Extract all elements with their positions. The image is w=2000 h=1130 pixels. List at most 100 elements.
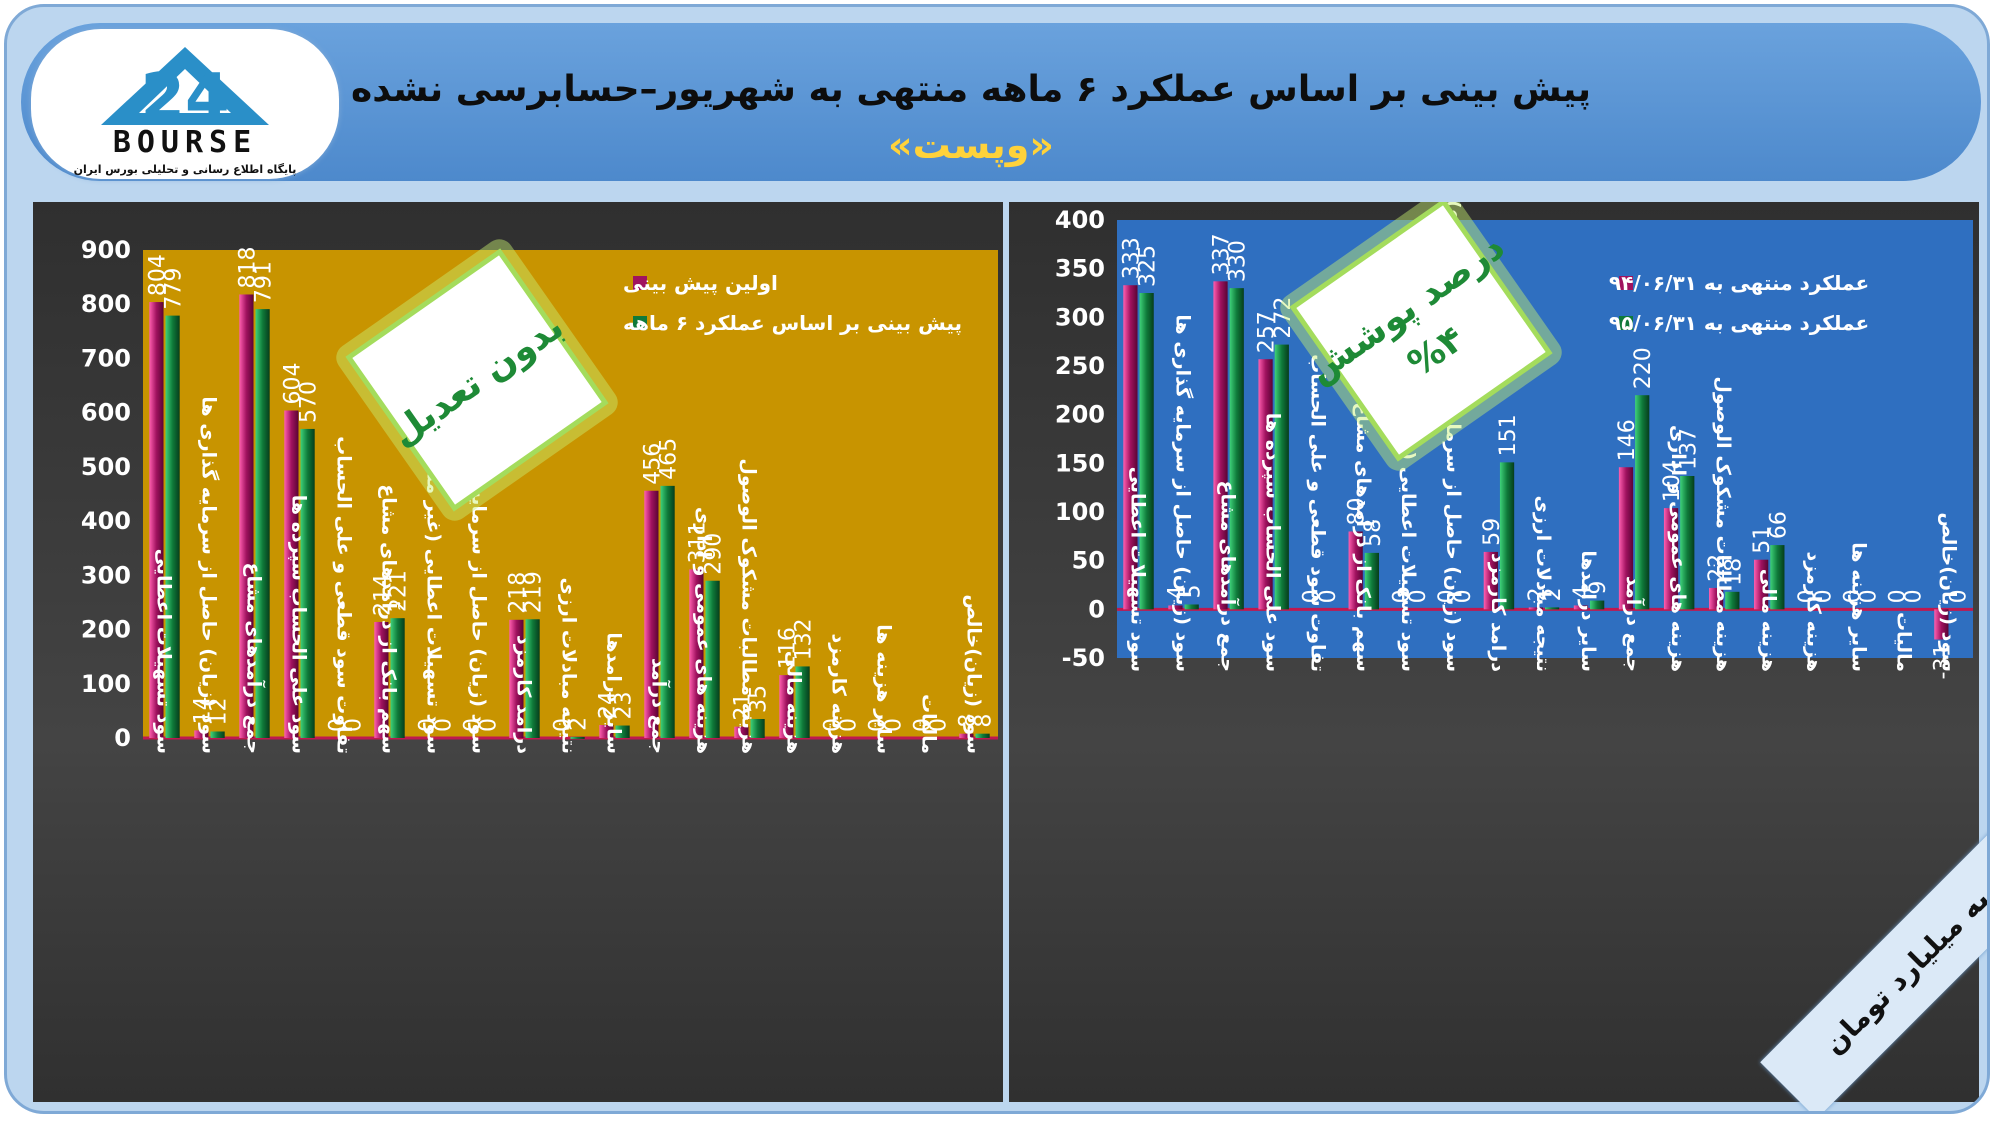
data-label: 80 bbox=[1345, 497, 1370, 525]
data-label: 0 bbox=[550, 718, 575, 732]
legend-swatch bbox=[633, 276, 647, 290]
bar-series-2 bbox=[1770, 545, 1785, 610]
data-label: 0 bbox=[927, 718, 952, 732]
category-label: سایر درامدها bbox=[603, 632, 625, 754]
bar-series-1 bbox=[734, 726, 749, 738]
badge: درصد پوشش%۴ bbox=[1280, 189, 1562, 471]
bar-series-2 bbox=[975, 733, 990, 738]
bar-series-1 bbox=[1348, 531, 1363, 610]
y-tick-label: 500 bbox=[81, 453, 131, 481]
logo-number: 24 bbox=[140, 61, 229, 129]
data-label: 116 bbox=[775, 627, 800, 669]
bar-series-1 bbox=[284, 410, 299, 738]
badge: بدون تعدیل bbox=[336, 239, 618, 521]
data-label: 8 bbox=[972, 714, 997, 728]
bar-series-2 bbox=[300, 428, 315, 738]
data-label: 218 bbox=[505, 572, 530, 614]
category-label: سهم بانک از درآمدهای مشاع bbox=[1352, 402, 1376, 672]
y-tick-label: 700 bbox=[81, 344, 131, 372]
data-label: 0 bbox=[882, 718, 907, 732]
bar-series-2 bbox=[390, 618, 405, 738]
data-label: 4 bbox=[1164, 585, 1189, 599]
category-label: تفاوت سود قطعی و علی الحساب bbox=[333, 436, 355, 754]
legend-entry: اولین پیش بینی bbox=[623, 271, 778, 296]
category-label: هزینه مطالبات مشکوک الوصول bbox=[738, 458, 760, 754]
y-tick-label: 200 bbox=[1055, 401, 1105, 429]
bar-series-2 bbox=[1680, 475, 1695, 610]
bar-series-2 bbox=[1545, 607, 1560, 610]
bar-series-2 bbox=[705, 580, 720, 738]
bar-series-2 bbox=[1274, 344, 1289, 610]
bar-series-1 bbox=[1754, 559, 1769, 610]
data-label: 311 bbox=[685, 521, 710, 563]
data-label: 0 bbox=[1856, 589, 1881, 603]
y-tick-label: 0 bbox=[114, 724, 131, 752]
data-label: 0 bbox=[1811, 589, 1836, 603]
bar-series-2 bbox=[615, 725, 630, 738]
data-label: 0 bbox=[325, 718, 350, 732]
data-label: 0 bbox=[1840, 589, 1865, 603]
data-label: 0 bbox=[1885, 589, 1910, 603]
legend-entry: عملکرد منتهی به ۹۴/۰۶/۳۱ bbox=[1609, 271, 1869, 295]
data-label: 0 bbox=[1795, 589, 1820, 603]
category-label: مالیات bbox=[1892, 612, 1914, 672]
data-label: 151 bbox=[1496, 414, 1521, 456]
bar-series-2 bbox=[795, 666, 810, 738]
category-label: سود تسهیلات اعطایی (غیر مشاع) bbox=[423, 434, 445, 754]
category-label: درامد کارمزد bbox=[513, 635, 535, 754]
bar-series-2 bbox=[1139, 293, 1154, 610]
data-label: 0 bbox=[1406, 589, 1431, 603]
bar-series-1 bbox=[644, 490, 659, 738]
category-label: هزینه مطالبات مشکوک الوصول bbox=[1712, 376, 1734, 672]
bar-series-2 bbox=[1229, 288, 1244, 610]
category-label: سود علی الحساب سپرده ها bbox=[288, 495, 310, 754]
y-tick-label: 400 bbox=[1055, 206, 1105, 234]
bar-series-2 bbox=[1499, 462, 1515, 610]
data-label: 0 bbox=[460, 718, 485, 732]
data-label: 220 bbox=[1631, 347, 1656, 389]
category-label: جمع درآمدهای مشاع bbox=[1217, 480, 1241, 672]
data-label: 2 bbox=[1525, 587, 1550, 601]
bar-series-2 bbox=[1590, 600, 1605, 610]
bar-series-1 bbox=[509, 619, 524, 738]
data-label: 0 bbox=[865, 718, 890, 732]
data-label: 0 bbox=[820, 718, 845, 732]
data-label: 290 bbox=[702, 533, 727, 575]
data-label: 272 bbox=[1271, 297, 1296, 339]
bar-series-1 bbox=[779, 675, 794, 738]
y-tick-label: 200 bbox=[81, 616, 131, 644]
data-label: 35 bbox=[747, 685, 772, 713]
legend-swatch bbox=[1619, 316, 1633, 330]
category-label: جمع درآمدهای مشاع bbox=[243, 562, 267, 754]
bar-series-1 bbox=[1168, 605, 1183, 610]
y-tick-label: 900 bbox=[81, 236, 131, 264]
bar-series-2 bbox=[255, 309, 270, 738]
category-label: تفاوت سود قطعی و علی الحساب bbox=[1307, 354, 1329, 672]
category-label: هزینه های عمومی و اداری bbox=[693, 507, 715, 754]
data-label: 0 bbox=[415, 718, 440, 732]
data-label: 22 bbox=[1705, 554, 1730, 582]
data-label: 8 bbox=[955, 714, 980, 728]
category-label: سایر هزینه ها bbox=[873, 624, 895, 754]
company-name: «وپست» bbox=[888, 123, 1054, 167]
bar-series-2 bbox=[1184, 604, 1199, 610]
category-label: سود (زیان) حاصل از سرمایه گذاری ها bbox=[198, 396, 221, 754]
bar-series-2 bbox=[660, 485, 675, 738]
data-label: 137 bbox=[1676, 428, 1701, 470]
bar-series-1 bbox=[1618, 467, 1634, 610]
category-label: سهم بانک از درآمدهای مشاع bbox=[378, 484, 402, 754]
legend-entry: عملکرد منتهی به ۹۵/۰۶/۳۱ bbox=[1609, 311, 1869, 335]
category-label: نتیجه مبادلات ارزی bbox=[558, 577, 580, 754]
data-label: 0 bbox=[477, 718, 502, 732]
category-label: سود تسهیلات اعطایی bbox=[153, 549, 175, 754]
chart-right-panel: -50 0 50 100 150 200 250 300 350 400 333 325 سود تسه… bbox=[1009, 189, 1979, 1102]
bar-series-1 bbox=[1708, 587, 1724, 610]
data-label: 58 bbox=[1361, 519, 1386, 547]
bar-series-1 bbox=[1663, 508, 1679, 610]
category-label: درامد کارمزد bbox=[1487, 553, 1509, 672]
bar-series-1 bbox=[689, 569, 704, 738]
data-label: 132 bbox=[792, 618, 817, 660]
bar-series-1 bbox=[1528, 607, 1543, 610]
data-label: 0 bbox=[342, 718, 367, 732]
bar-series-1 bbox=[239, 294, 254, 738]
